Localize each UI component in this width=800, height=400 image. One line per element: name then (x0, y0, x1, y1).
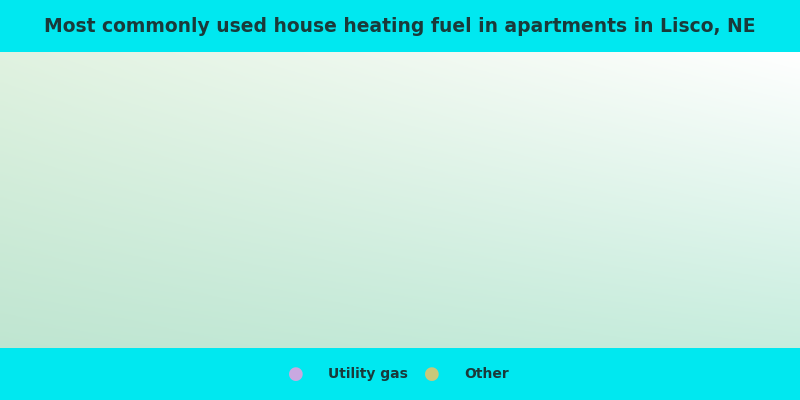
Text: Utility gas: Utility gas (328, 367, 408, 381)
Text: Most commonly used house heating fuel in apartments in Lisco, NE: Most commonly used house heating fuel in… (44, 16, 756, 36)
Text: City-Data.com: City-Data.com (533, 76, 622, 89)
Text: ●: ● (424, 365, 440, 383)
Wedge shape (206, 118, 588, 312)
Wedge shape (519, 262, 594, 312)
Text: ●: ● (288, 365, 304, 383)
Text: Other: Other (464, 367, 509, 381)
